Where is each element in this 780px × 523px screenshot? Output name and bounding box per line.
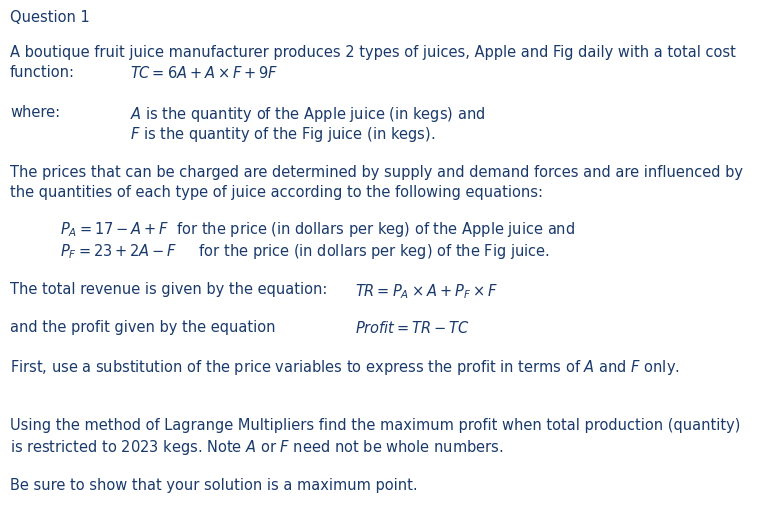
Text: $TC = 6A + A \times F + 9F$: $TC = 6A + A \times F + 9F$ (130, 65, 278, 81)
Text: $P_F = 23 + 2A - F$     for the price (in dollars per keg) of the Fig juice.: $P_F = 23 + 2A - F$ for the price (in do… (60, 242, 550, 261)
Text: the quantities of each type of juice according to the following equations:: the quantities of each type of juice acc… (10, 185, 543, 200)
Text: A boutique fruit juice manufacturer produces 2 types of juices, Apple and Fig da: A boutique fruit juice manufacturer prod… (10, 45, 736, 60)
Text: function:: function: (10, 65, 75, 80)
Text: $F$ is the quantity of the Fig juice (in kegs).: $F$ is the quantity of the Fig juice (in… (130, 125, 435, 144)
Text: The prices that can be charged are determined by supply and demand forces and ar: The prices that can be charged are deter… (10, 165, 743, 180)
Text: and the profit given by the equation: and the profit given by the equation (10, 320, 275, 335)
Text: Using the method of Lagrange Multipliers find the maximum profit when total prod: Using the method of Lagrange Multipliers… (10, 418, 740, 433)
Text: First, use a substitution of the price variables to express the profit in terms : First, use a substitution of the price v… (10, 358, 680, 377)
Text: where:: where: (10, 105, 60, 120)
Text: $A$ is the quantity of the Apple juice (in kegs) and: $A$ is the quantity of the Apple juice (… (130, 105, 485, 124)
Text: $Profit = TR - TC$: $Profit = TR - TC$ (355, 320, 470, 336)
Text: Be sure to show that your solution is a maximum point.: Be sure to show that your solution is a … (10, 478, 417, 493)
Text: $TR = P_A \times A + P_F \times F$: $TR = P_A \times A + P_F \times F$ (355, 282, 498, 301)
Text: is restricted to 2023 kegs. Note $A$ or $F$ need not be whole numbers.: is restricted to 2023 kegs. Note $A$ or … (10, 438, 503, 457)
Text: The total revenue is given by the equation:: The total revenue is given by the equati… (10, 282, 328, 297)
Text: Question 1: Question 1 (10, 10, 90, 25)
Text: $P_A = 17 - A + F$  for the price (in dollars per keg) of the Apple juice and: $P_A = 17 - A + F$ for the price (in dol… (60, 220, 575, 239)
